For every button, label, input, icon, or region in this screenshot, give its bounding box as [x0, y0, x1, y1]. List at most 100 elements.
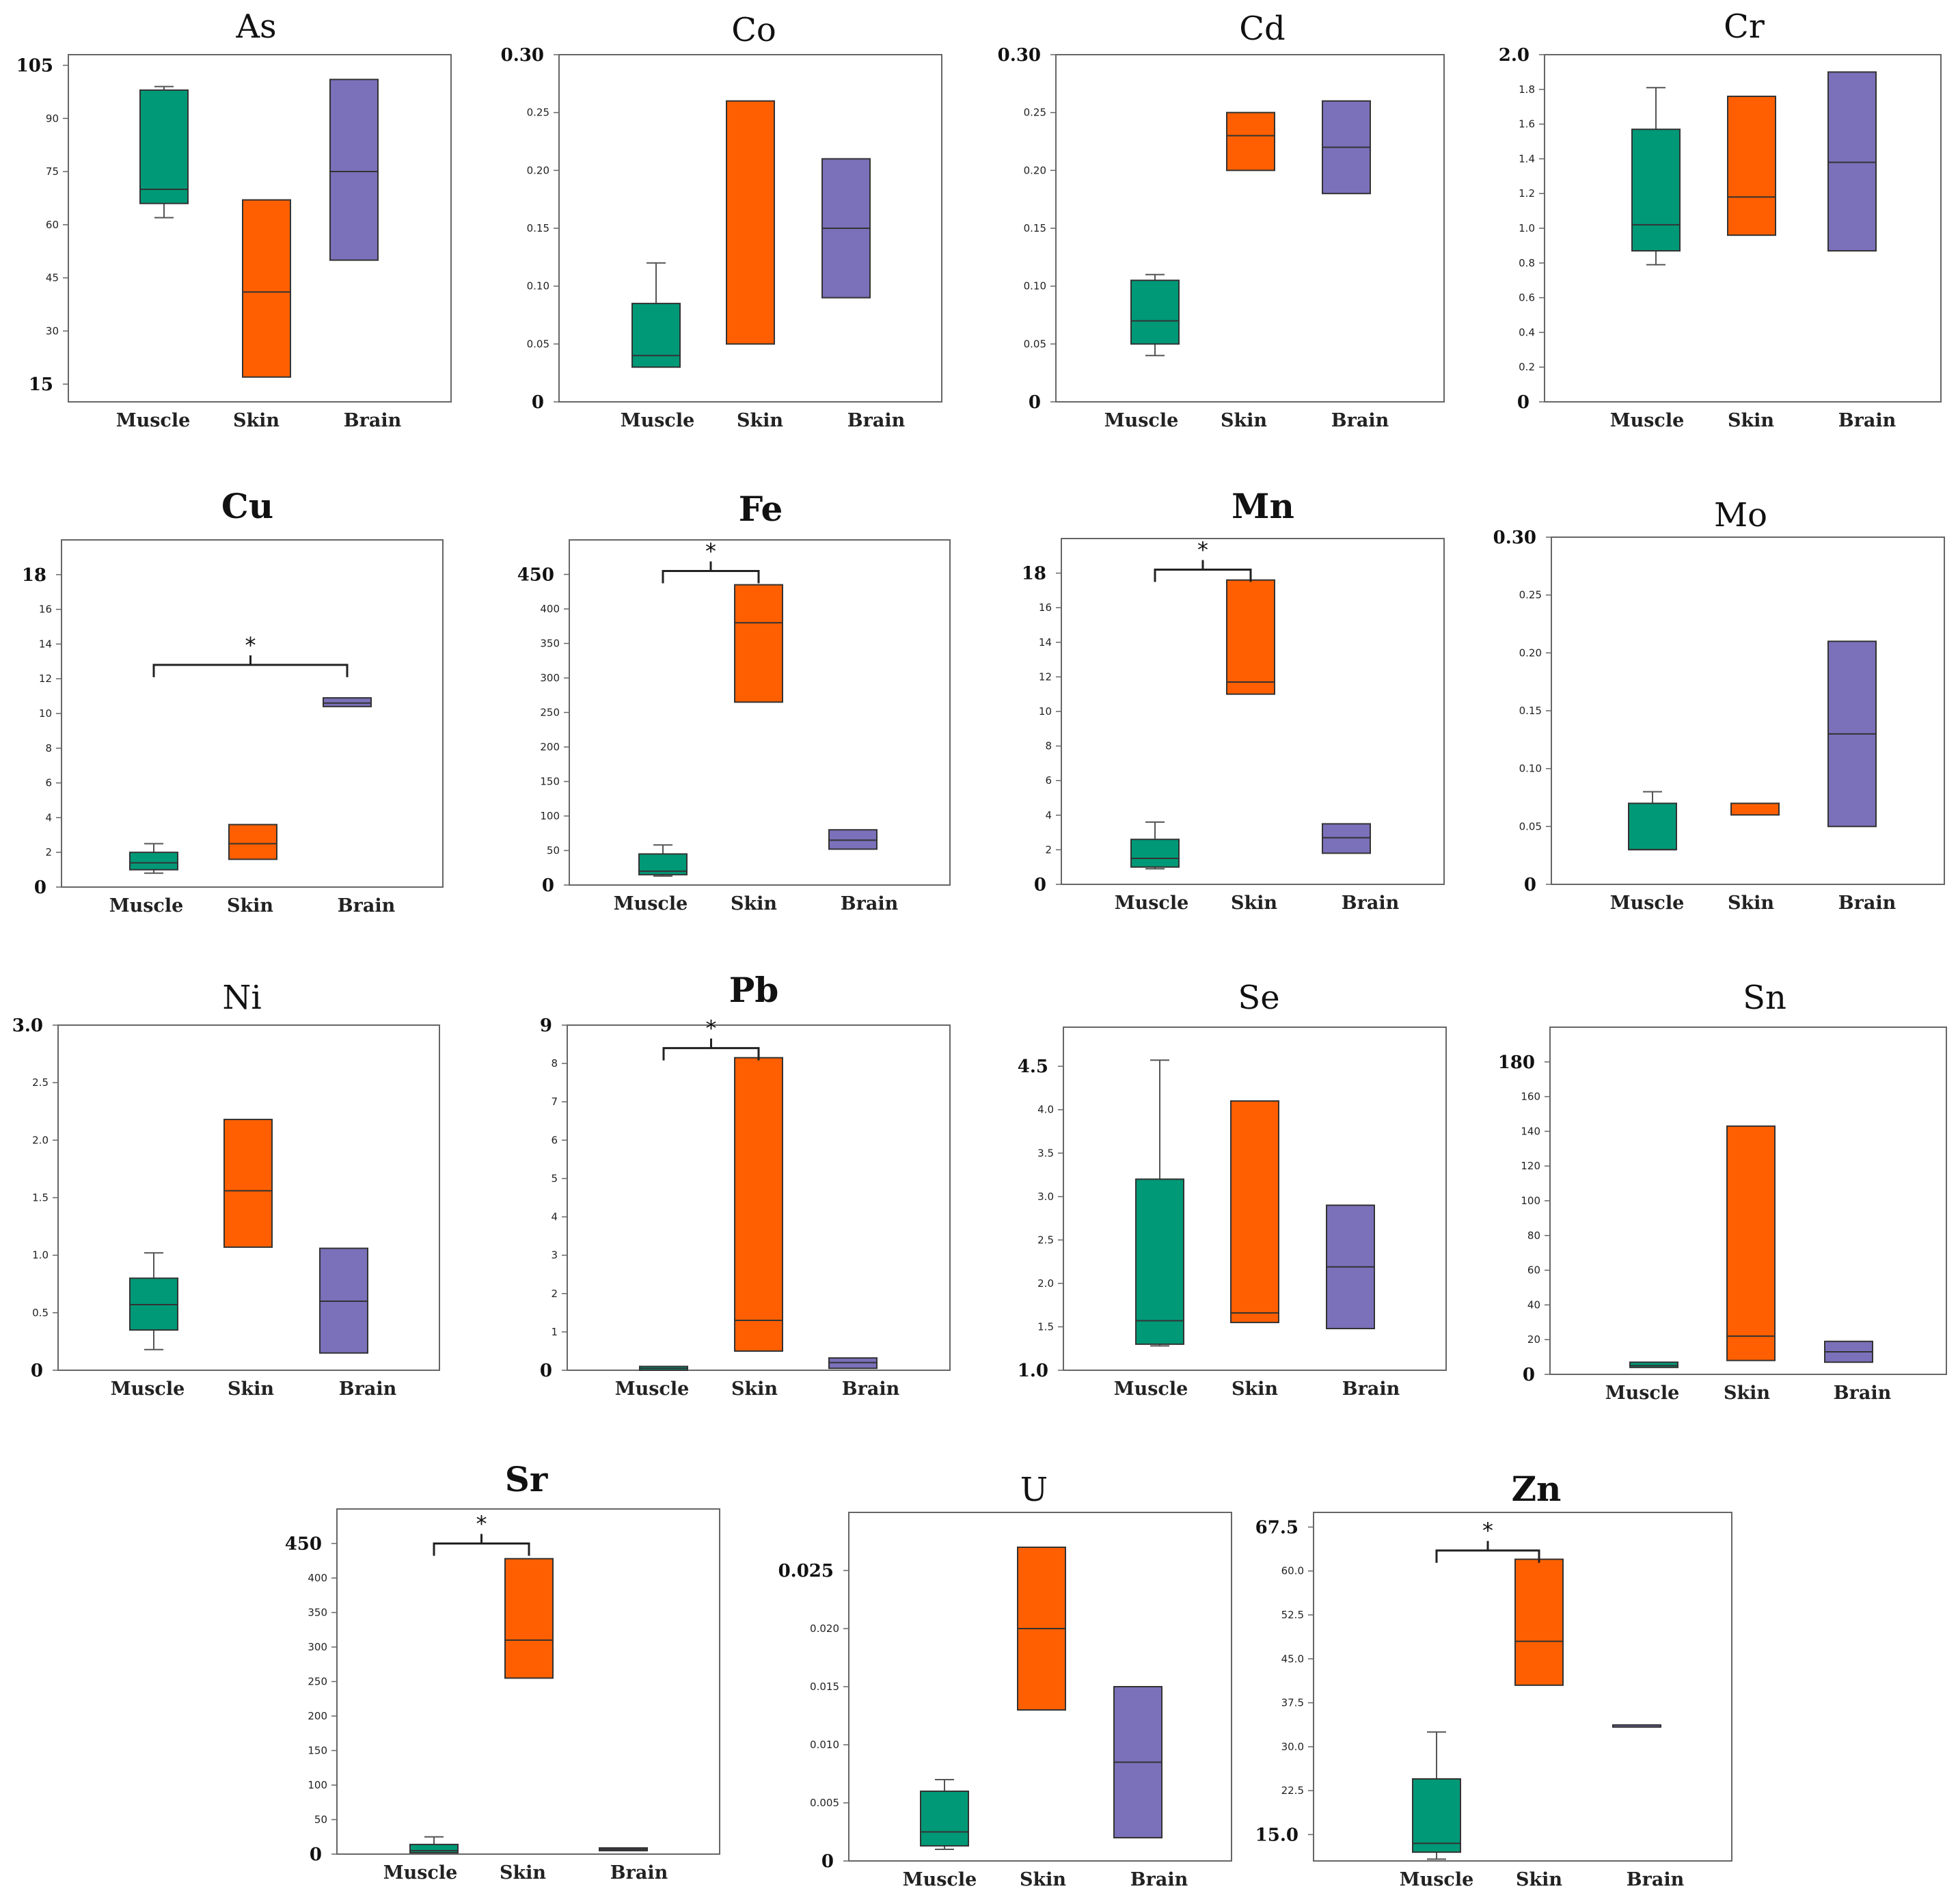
- significance-star: *: [245, 632, 256, 658]
- panel-se: Se 1.0 1.5 2.0 2.5 3.0 3.5 4.0 4.5 Muscle Skin Brai…: [1018, 979, 1447, 1400]
- panel-title: Cd: [1239, 10, 1285, 48]
- y-tick-label: 0.05: [1519, 820, 1542, 832]
- y-tick-label: 140: [1521, 1125, 1540, 1137]
- box-skin: [504, 1558, 554, 1679]
- box-skin: [734, 1057, 783, 1352]
- significance-bracket: [662, 561, 760, 584]
- panel-sn: Sn 0 20 40 60 80 100 120 140 160 180 Muscle Skin Brai…: [1498, 979, 1947, 1404]
- panel-pb: Pb 0 1 2 3 4 5 6 7 8 9 Muscle Skin Brain *: [540, 970, 951, 1400]
- box-skin: [228, 824, 277, 860]
- box-iqr: [631, 303, 681, 368]
- y-tick-label: 1.0: [1018, 1361, 1048, 1381]
- x-category-label: Brain: [842, 1378, 900, 1400]
- y-tick-label: 0: [1523, 1365, 1535, 1385]
- box-iqr: [1726, 1125, 1776, 1361]
- panel-title: Pb: [729, 970, 779, 1010]
- y-tick-label: 0.20: [527, 164, 549, 176]
- plot-frame: [1313, 1512, 1732, 1862]
- significance-star: *: [706, 1016, 717, 1042]
- y-tick-label: 4: [45, 811, 52, 824]
- y-tick-label: 67.5: [1255, 1517, 1298, 1538]
- box-brain: [1113, 1686, 1162, 1838]
- plot-frame: [567, 1024, 951, 1371]
- y-tick-label: 3.0: [12, 1016, 43, 1036]
- y-tick-label: 8: [45, 742, 52, 754]
- y-tick-label: 1.6: [1519, 118, 1535, 131]
- y-tick-label: 2.0: [1499, 45, 1529, 66]
- box-muscle: [1412, 1731, 1461, 1860]
- y-tick-label: 18: [1022, 564, 1046, 584]
- panel-title: Sn: [1743, 979, 1786, 1017]
- y-tick-label: 0.15: [1024, 222, 1046, 234]
- y-tick-label: 0.10: [527, 280, 549, 293]
- box-muscle: [1628, 791, 1677, 851]
- box-iqr: [1727, 95, 1776, 236]
- panel-fe: Fe 0 50 100 150 200 250 300 350 400 450 Muscle Skin B…: [517, 489, 951, 914]
- box-iqr: [1631, 128, 1681, 252]
- x-category-label: Brain: [1838, 410, 1896, 431]
- box-muscle: [631, 262, 681, 368]
- panel-title: Zn: [1512, 1469, 1562, 1509]
- box-iqr: [734, 1057, 783, 1352]
- y-tick-label: 45.0: [1281, 1653, 1304, 1665]
- significance-bracket: [433, 1534, 530, 1556]
- y-tick-label: 0.5: [32, 1307, 49, 1319]
- y-tick-label: 60: [1527, 1264, 1540, 1277]
- box-muscle: [1631, 87, 1681, 266]
- box-skin: [726, 100, 775, 345]
- significance-star: *: [705, 538, 716, 564]
- panel-as: As 15 30 45 60 75 90 105 Muscle Skin Brain: [16, 8, 452, 431]
- y-tick-label: 1.8: [1519, 83, 1535, 96]
- x-category-label: Brain: [847, 410, 906, 431]
- y-tick-label: 0: [1517, 392, 1529, 413]
- y-tick-label: 0: [821, 1851, 834, 1872]
- box-iqr: [1230, 1100, 1279, 1324]
- box-brain: [1322, 823, 1371, 854]
- y-tick-label: 45: [46, 272, 59, 284]
- y-tick-label: 10: [1039, 705, 1052, 718]
- box-muscle: [638, 844, 688, 877]
- panel-title: Sr: [505, 1459, 548, 1499]
- panel-mn: Mn 0 2 4 6 8 10 12 14 16 18 Muscle Skin Brain *: [1022, 486, 1445, 914]
- box-muscle: [409, 1836, 459, 1853]
- plot-frame: [1055, 54, 1445, 403]
- plot-frame: [68, 54, 452, 403]
- plot-frame: [1063, 1026, 1447, 1371]
- x-category-label: Skin: [737, 410, 783, 431]
- box-muscle: [1130, 273, 1180, 357]
- x-category-label: Skin: [500, 1862, 546, 1883]
- y-tick-label: 0.8: [1519, 257, 1535, 269]
- y-tick-label: 0.25: [1519, 589, 1542, 601]
- y-tick-label: 350: [308, 1607, 327, 1619]
- y-tick-label: 150: [308, 1745, 327, 1757]
- y-tick-label: 0: [532, 392, 544, 413]
- y-tick-label: 400: [308, 1572, 327, 1584]
- y-tick-label: 0.30: [1493, 528, 1536, 548]
- y-tick-label: 30: [46, 325, 59, 337]
- box-brain: [323, 697, 372, 707]
- y-tick-label: 20: [1527, 1333, 1540, 1346]
- panel-cr: Cr 0 0.2 0.4 0.6 0.8 1.0 1.2 1.4 1.6 1.8 2.0 Muscle S…: [1499, 8, 1942, 431]
- y-tick-label: 0: [310, 1845, 322, 1865]
- y-tick-label: 300: [308, 1641, 327, 1653]
- y-tick-label: 1.5: [32, 1192, 49, 1204]
- box-iqr: [1827, 71, 1877, 252]
- y-tick-label: 250: [540, 707, 560, 719]
- x-category-label: Brain: [1130, 1869, 1188, 1890]
- y-tick-label: 400: [540, 603, 560, 615]
- y-tick-label: 8: [1045, 740, 1052, 752]
- box-muscle: [1629, 1361, 1678, 1368]
- y-tick-label: 3: [551, 1249, 558, 1262]
- y-tick-label: 50: [547, 845, 560, 857]
- box-brain: [599, 1847, 648, 1851]
- y-tick-label: 2.5: [32, 1076, 49, 1089]
- y-tick-label: 4: [1045, 809, 1052, 821]
- y-tick-label: 30.0: [1281, 1741, 1304, 1753]
- y-tick-label: 0: [1034, 875, 1046, 895]
- y-tick-label: 0: [34, 878, 46, 898]
- y-tick-label: 1.0: [1519, 222, 1535, 234]
- y-tick-label: 16: [1039, 601, 1052, 614]
- y-tick-label: 12: [1039, 670, 1052, 683]
- y-tick-label: 450: [517, 565, 554, 586]
- y-tick-label: 15: [29, 375, 53, 395]
